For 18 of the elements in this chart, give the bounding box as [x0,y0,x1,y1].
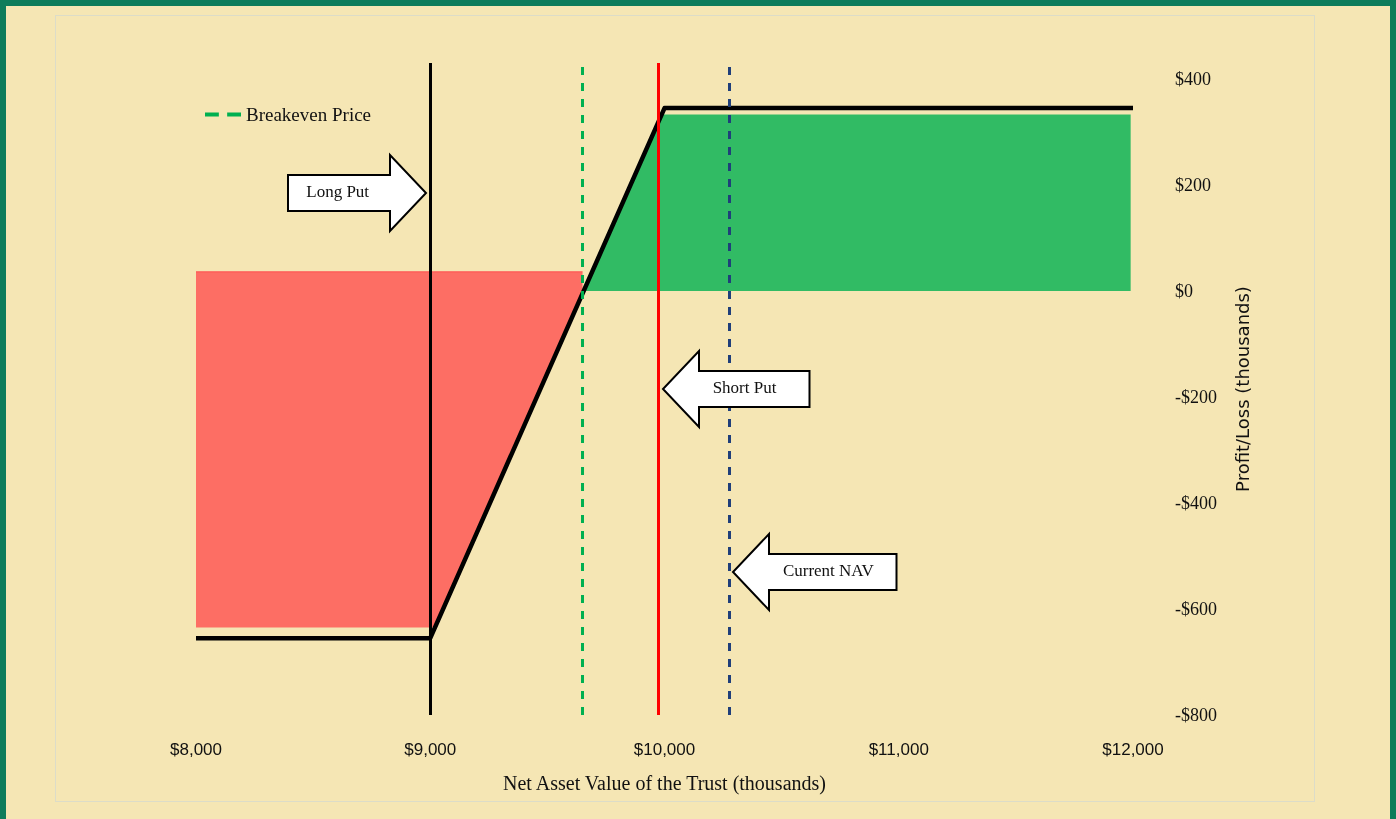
annotation: Short Put [712,378,777,398]
y-tick-label: $200 [1175,174,1211,195]
y-tick-label: -$400 [1175,492,1217,513]
y-tick-label: -$600 [1175,598,1217,619]
y-axis-title: Profit/Loss (thousands) [1231,286,1253,492]
annotation: Long Put [306,182,370,203]
x-axis-title: Net Asset Value of the Trust (thousands) [503,772,826,795]
y-tick-label: -$200 [1175,386,1217,407]
legend-label: Breakeven Price [246,104,372,125]
x-tick-label: $8,000 [170,740,222,759]
x-tick-label: $10,000 [633,740,696,759]
x-tick-label: $12,000 [1102,740,1164,759]
x-tick-label: $9,000 [404,740,457,759]
y-tick-label: -$800 [1175,705,1217,725]
y-tick-label: $0 [1175,280,1193,301]
annotation: Current NAV [782,560,874,581]
x-tick-label: $11,000 [868,740,929,759]
y-tick-label: $400 [1175,68,1211,89]
